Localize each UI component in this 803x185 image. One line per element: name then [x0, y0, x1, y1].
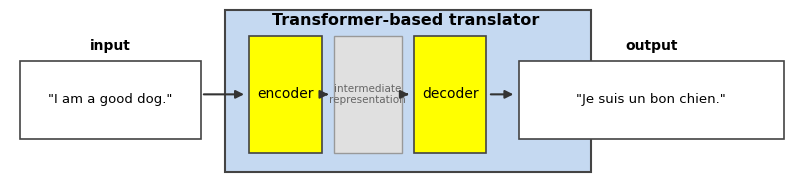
- FancyBboxPatch shape: [20, 61, 201, 139]
- FancyBboxPatch shape: [333, 36, 402, 153]
- FancyBboxPatch shape: [225, 10, 590, 172]
- FancyBboxPatch shape: [249, 36, 321, 153]
- Text: intermediate
representation: intermediate representation: [329, 84, 406, 105]
- Text: "Je suis un bon chien.": "Je suis un bon chien.": [576, 93, 725, 106]
- Text: encoder: encoder: [257, 87, 313, 101]
- Text: "I am a good dog.": "I am a good dog.": [48, 93, 172, 106]
- Text: output: output: [624, 39, 677, 53]
- FancyBboxPatch shape: [518, 61, 783, 139]
- Text: Transformer-based translator: Transformer-based translator: [272, 13, 539, 28]
- Text: input: input: [90, 39, 130, 53]
- FancyBboxPatch shape: [414, 36, 486, 153]
- Text: decoder: decoder: [422, 87, 478, 101]
